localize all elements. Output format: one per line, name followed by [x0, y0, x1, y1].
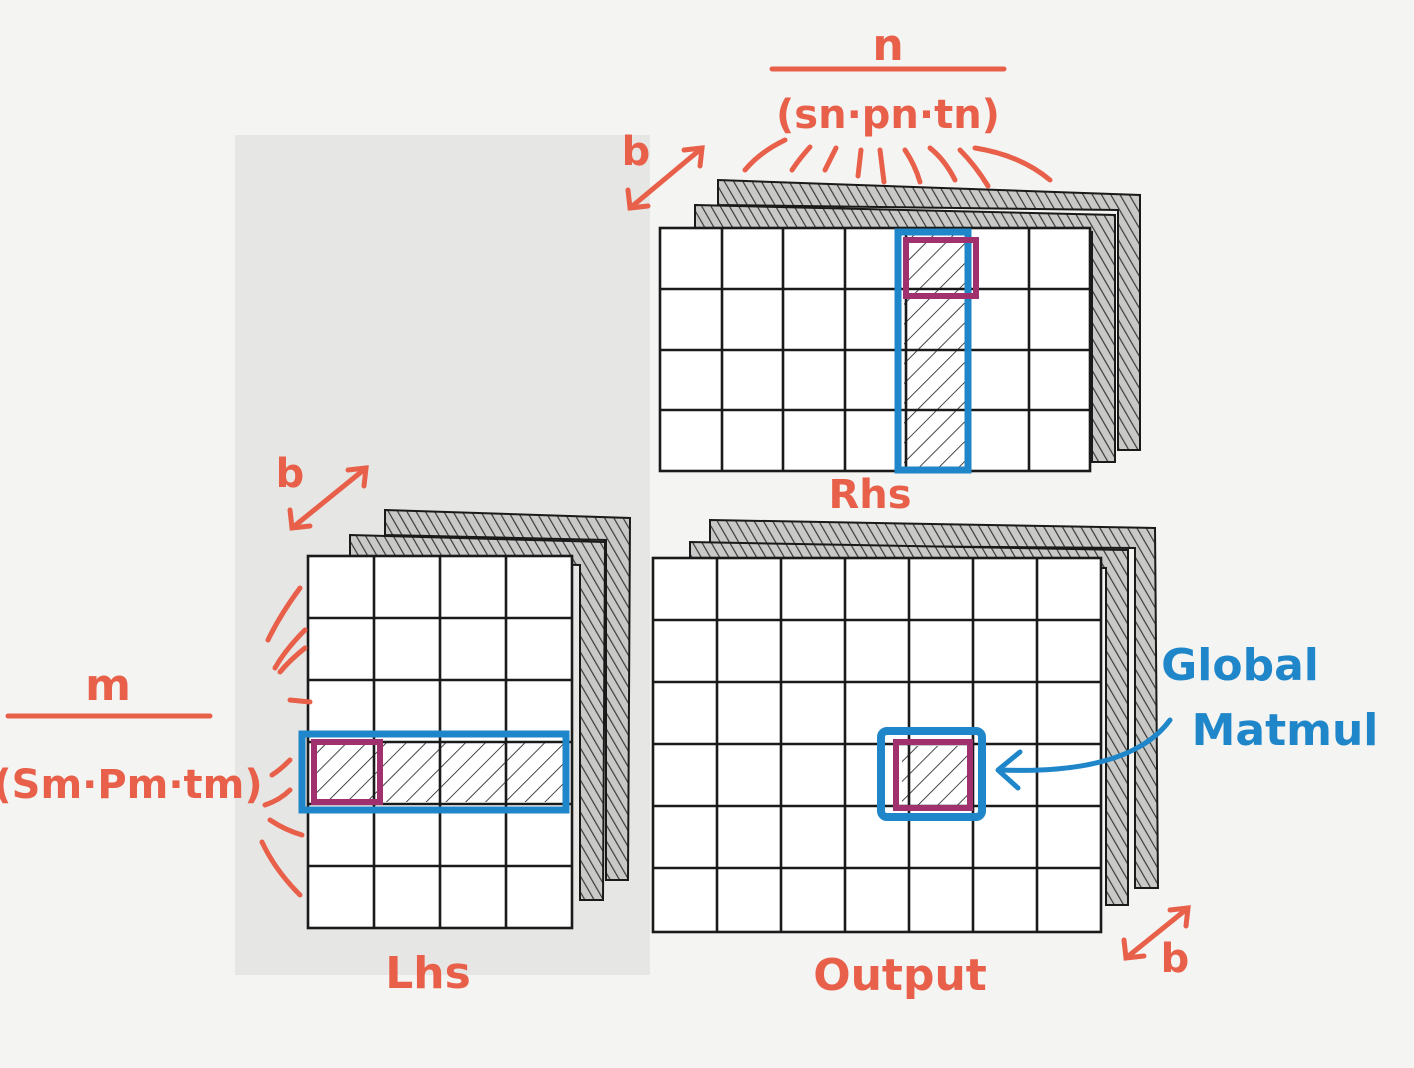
lhs-denominator: (Sm·Pm·tm)	[0, 762, 263, 808]
rhs-batch-arrow	[625, 145, 705, 211]
lhs-numerator: m	[85, 660, 131, 711]
output-batch-label: b	[1161, 936, 1190, 982]
lhs-magenta-tile-highlight	[311, 739, 383, 805]
lhs-label: Lhs	[385, 948, 471, 999]
lhs-batch-arrow	[287, 465, 369, 531]
lhs-dimension: m (Sm·Pm·tm) b	[0, 451, 369, 898]
annotation-line2: Matmul	[1192, 705, 1379, 756]
global-matmul-annotation: Global Matmul	[995, 640, 1379, 791]
lhs-matrix	[298, 508, 632, 930]
lhs-blue-row-highlight	[298, 730, 570, 814]
rhs-denominator: (sn·pn·tn)	[776, 92, 1000, 138]
lhs-batch-label: b	[276, 451, 305, 497]
lhs-hatched-row	[312, 742, 564, 802]
lhs-row-ticks	[259, 585, 313, 898]
annotation-line1: Global	[1161, 640, 1319, 691]
output-hatched-tile	[902, 746, 968, 806]
rhs-batch-label: b	[622, 129, 651, 175]
rhs-grid	[658, 226, 1092, 473]
output-blue-tile-highlight	[877, 727, 986, 821]
rhs-hatched-column	[904, 234, 968, 469]
rhs-matrix	[658, 178, 1141, 474]
rhs-numerator: n	[872, 20, 903, 71]
output-dimension: b	[1121, 905, 1191, 982]
output-batch-arrow	[1121, 905, 1191, 961]
rhs-magenta-tile-highlight	[903, 237, 979, 299]
output-magenta-tile-highlight	[893, 739, 973, 811]
output-matrix	[651, 518, 1160, 934]
rhs-column-ticks	[742, 137, 1053, 189]
rhs-dimension: n (sn·pn·tn) b	[622, 20, 1053, 211]
annotation-arrowhead	[995, 749, 1023, 791]
output-label: Output	[813, 950, 987, 1001]
rhs-blue-column-highlight	[894, 228, 972, 474]
rhs-label: Rhs	[828, 472, 911, 518]
annotation-arrow	[997, 717, 1173, 773]
